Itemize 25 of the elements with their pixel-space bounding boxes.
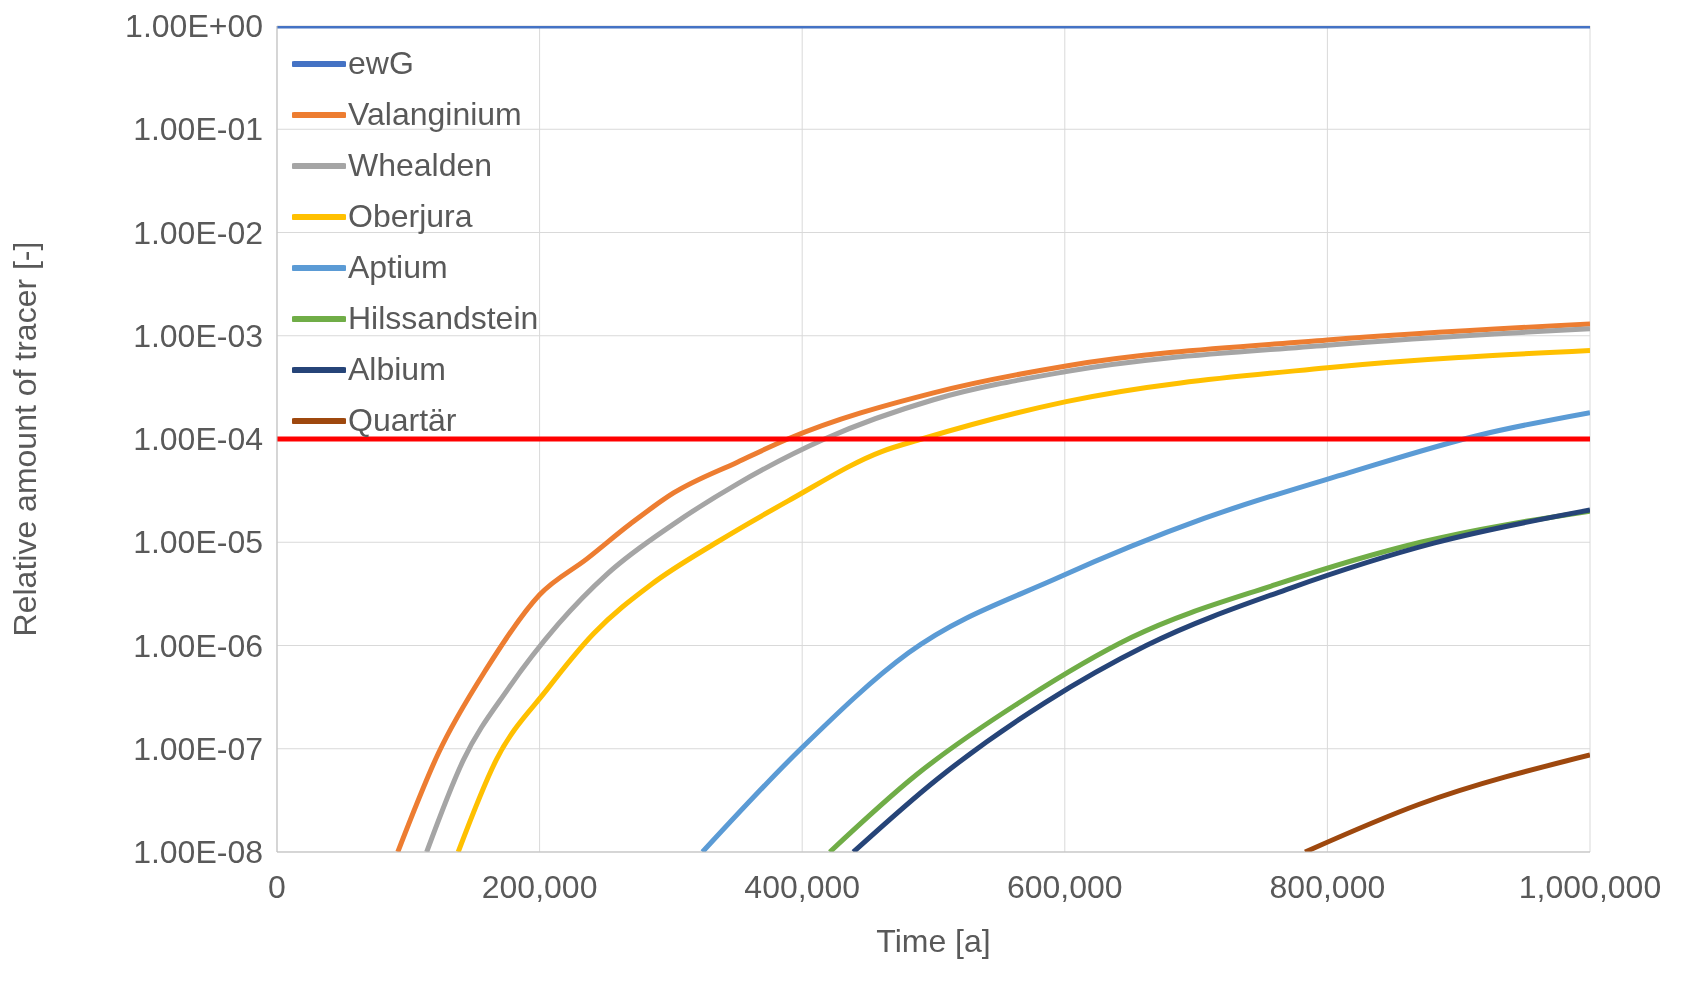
- legend-label: Quartär: [348, 402, 457, 439]
- y-tick-label: 1.00E+00: [125, 8, 263, 44]
- legend-label: Aptium: [348, 249, 448, 286]
- y-tick-label: 1.00E-06: [133, 627, 263, 664]
- legend-label: Albium: [348, 351, 446, 388]
- x-tick-label: 1,000,000: [1518, 869, 1662, 905]
- y-tick-label: 1.00E-02: [133, 214, 263, 251]
- y-axis-title: Relative amount of tracer [-]: [7, 241, 44, 637]
- y-tick-label: 1.00E-07: [133, 730, 263, 767]
- y-tick-label: 1.00E-01: [133, 111, 263, 148]
- y-tick-label: 1.00E-08: [133, 834, 263, 870]
- legend-label: ewG: [348, 45, 414, 82]
- x-tick-label: 400,000: [744, 869, 861, 905]
- x-tick-label: 800,000: [1269, 869, 1386, 905]
- y-tick-label: 1.00E-05: [133, 524, 263, 561]
- legend-label: Valanginium: [348, 96, 522, 133]
- legend-label: Hilssandstein: [348, 300, 539, 337]
- x-tick-label: 200,000: [481, 869, 598, 905]
- legend-label: Whealden: [348, 147, 493, 184]
- y-tick-label: 1.00E-04: [133, 421, 263, 457]
- x-tick-label: 600,000: [1006, 869, 1123, 905]
- x-axis-title: Time [a]: [876, 923, 991, 959]
- x-tick-label: 0: [268, 869, 286, 905]
- y-tick-label: 1.00E-03: [133, 317, 263, 354]
- legend-label: Oberjura: [348, 198, 473, 235]
